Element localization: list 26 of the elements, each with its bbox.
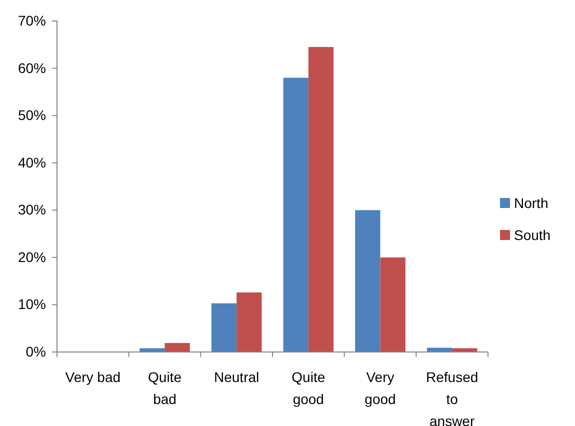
x-tick-label: Very good bbox=[364, 369, 396, 407]
x-tick-label: Quite bad bbox=[148, 369, 182, 407]
bar bbox=[426, 348, 452, 352]
bar bbox=[380, 257, 406, 352]
y-tick-label: 60% bbox=[18, 60, 46, 76]
bar bbox=[211, 303, 237, 352]
y-tick-label: 50% bbox=[18, 107, 46, 124]
y-tick-label: 0% bbox=[26, 343, 46, 360]
bar bbox=[164, 343, 190, 352]
legend-label: North bbox=[514, 195, 548, 211]
x-tick-label: Refused to answer bbox=[426, 369, 478, 426]
bar bbox=[140, 348, 165, 352]
bar bbox=[308, 47, 334, 352]
y-tick-label: 10% bbox=[18, 296, 46, 312]
x-tick-label: Neutral bbox=[214, 369, 260, 385]
bar bbox=[236, 292, 262, 352]
y-tick-label: 70% bbox=[18, 12, 46, 28]
x-tick-label: Very bad bbox=[65, 369, 121, 385]
y-tick-label: 30% bbox=[18, 202, 46, 218]
bar bbox=[283, 78, 308, 352]
legend-label: South bbox=[514, 227, 551, 243]
y-tick-label: 20% bbox=[18, 248, 46, 265]
bar bbox=[452, 348, 478, 352]
y-tick-label: 40% bbox=[18, 154, 46, 170]
x-tick-label: Quite good bbox=[292, 369, 326, 407]
bar bbox=[355, 210, 380, 352]
